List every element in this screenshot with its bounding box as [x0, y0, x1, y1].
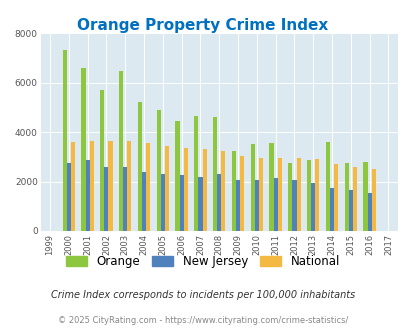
Bar — [217, 174, 221, 231]
Bar — [367, 193, 371, 231]
Bar — [254, 180, 258, 231]
Bar — [325, 142, 329, 231]
Bar — [183, 148, 188, 231]
Bar — [90, 141, 94, 231]
Bar — [198, 177, 202, 231]
Bar — [137, 102, 142, 231]
Bar — [296, 158, 300, 231]
Bar — [142, 172, 146, 231]
Bar — [269, 143, 273, 231]
Bar — [123, 167, 127, 231]
Bar — [160, 174, 164, 231]
Bar — [329, 188, 333, 231]
Text: Crime Index corresponds to incidents per 100,000 inhabitants: Crime Index corresponds to incidents per… — [51, 290, 354, 300]
Bar — [288, 163, 292, 231]
Bar — [81, 68, 85, 231]
Bar — [362, 162, 367, 231]
Bar — [104, 167, 108, 231]
Bar — [127, 141, 131, 231]
Legend: Orange, New Jersey, National: Orange, New Jersey, National — [61, 250, 344, 273]
Bar — [250, 145, 254, 231]
Bar — [179, 175, 183, 231]
Bar — [273, 178, 277, 231]
Bar — [344, 163, 348, 231]
Bar — [315, 159, 319, 231]
Bar — [175, 121, 179, 231]
Bar — [371, 169, 375, 231]
Bar — [277, 158, 281, 231]
Bar — [85, 160, 90, 231]
Bar — [164, 146, 168, 231]
Bar — [71, 142, 75, 231]
Bar — [235, 180, 239, 231]
Bar — [333, 164, 337, 231]
Bar — [213, 117, 217, 231]
Bar — [108, 141, 112, 231]
Bar — [62, 50, 66, 231]
Bar — [292, 180, 296, 231]
Text: Orange Property Crime Index: Orange Property Crime Index — [77, 18, 328, 33]
Text: © 2025 CityRating.com - https://www.cityrating.com/crime-statistics/: © 2025 CityRating.com - https://www.city… — [58, 315, 347, 325]
Bar — [348, 190, 352, 231]
Bar — [231, 150, 235, 231]
Bar — [119, 71, 123, 231]
Bar — [306, 160, 310, 231]
Bar — [66, 163, 71, 231]
Bar — [146, 143, 150, 231]
Bar — [352, 167, 356, 231]
Bar — [100, 90, 104, 231]
Bar — [156, 110, 160, 231]
Bar — [202, 149, 206, 231]
Bar — [221, 150, 225, 231]
Bar — [194, 116, 198, 231]
Bar — [258, 158, 262, 231]
Bar — [310, 183, 315, 231]
Bar — [239, 155, 244, 231]
